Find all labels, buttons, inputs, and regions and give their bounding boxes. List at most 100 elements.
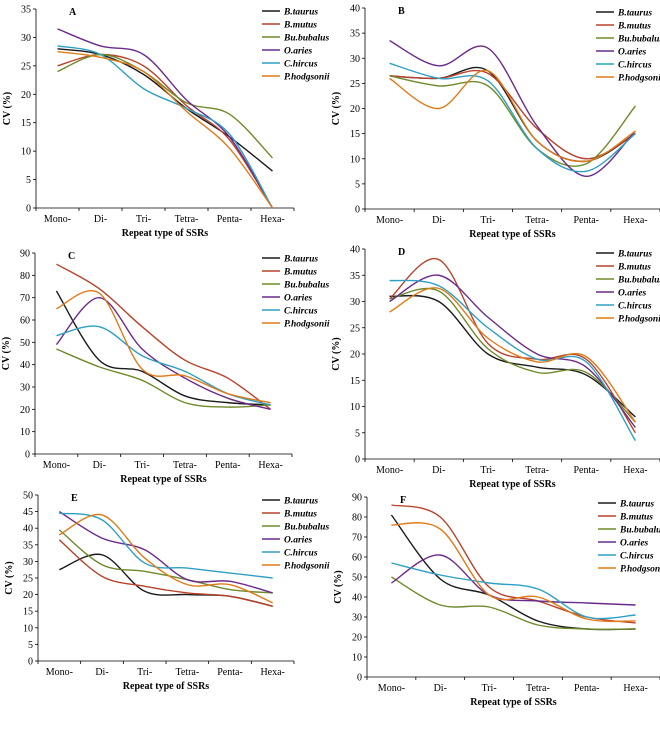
legend-label: B.mutus [617,263,651,273]
x-tick-label: Mono- [44,214,71,225]
series-line-c-hircus [59,512,273,579]
y-tick-label: 80 [352,513,362,524]
legend-label: Bu.bubalus [617,276,660,286]
series-line-p-hodgsonii [58,513,273,604]
series-line-p-hodgsonii [389,69,636,163]
series-line-c-hircus [389,62,636,173]
series-line-p-hodgsonii [391,522,636,623]
series-line-c-hircus [57,45,274,209]
y-tick-label: 0 [357,673,362,684]
legend-label: Bu.bubalus [619,526,660,536]
x-tick-label: Mono- [378,683,405,694]
series-line-b-mutus [57,53,274,209]
x-tick-label: Tri- [481,683,496,694]
y-tick-label: 25 [23,574,33,585]
series-line-bu-bubalus [56,348,271,408]
legend-label: O.aries [284,294,313,304]
x-tick-label: Hexa- [260,214,284,225]
y-tick-label: 0 [26,204,31,215]
panel-label: B [398,6,405,17]
x-tick-label: Di- [434,683,447,694]
series-line-p-hodgsonii [389,287,636,423]
x-tick-label: Tetra- [173,460,197,471]
y-tick-label: 20 [350,350,360,361]
y-tick-label: 30 [350,54,360,65]
legend-label: P.hodgsonii [618,74,660,84]
legend-label: B.mutus [283,268,317,278]
series-line-c-hircus [389,279,637,442]
legend-label: O.aries [618,48,647,58]
panel-c: 0 10 20 30 40 50 60 70 80 90 Mono- Di- Tri- Tetra- Pen… [1,249,330,486]
legend-label: B.taurus [283,8,318,18]
x-tick-label: Tetra- [175,667,199,678]
y-tick-label: 50 [20,338,30,349]
y-tick-label: 30 [21,33,31,44]
x-axis-title: Repeat type of SSRs [469,479,555,490]
legend-label: P.hodgsonii [284,320,330,330]
x-tick-label: Hexa- [258,460,282,471]
series-line-bu-bubalus [389,75,636,167]
x-tick-label: Hexa- [260,667,284,678]
y-tick-label: 35 [23,540,33,551]
y-tick-label: 5 [28,640,33,651]
legend-label: B.mutus [283,21,317,31]
x-tick-label: Penta- [215,460,241,471]
series-line-o-aries [389,274,636,428]
y-tick-label: 10 [352,653,362,664]
x-tick-label: Di- [94,214,107,225]
x-tick-label: Penta- [217,667,243,678]
series-line-c-hircus [391,562,636,620]
y-tick-label: 40 [350,245,360,256]
y-axis-title: CV (%) [4,561,15,594]
y-axis-title: CV (%) [2,92,13,125]
legend-label: C.hircus [284,307,318,317]
y-tick-label: 50 [352,573,362,584]
panel-f: 0 10 20 30 40 50 60 70 80 90 Mono- Di- Tri- Tetra- Pen… [333,493,660,708]
series-line-o-aries [58,511,273,594]
y-tick-label: 25 [350,323,360,334]
legend-label: P.hodgsonii [284,73,330,83]
legend-label: Bu.bubalus [283,34,329,44]
y-tick-label: 60 [352,553,362,564]
y-tick-label: 5 [355,428,360,439]
y-tick-label: 15 [350,129,360,140]
legend-label: C.hircus [620,552,654,562]
legend-label: B.mutus [617,22,651,32]
y-tick-label: 5 [355,179,360,190]
y-tick-label: 70 [352,533,362,544]
series-line-bu-bubalus [391,576,636,630]
x-tick-label: Penta- [574,683,600,694]
series-line-o-aries [389,40,636,178]
series-line-p-hodgsonii [57,50,274,209]
y-tick-label: 90 [20,249,30,260]
legend-label: C.hircus [284,60,318,70]
y-axis-title: CV (%) [331,337,342,370]
x-tick-label: Di- [93,460,106,471]
y-tick-label: 15 [21,118,31,129]
y-tick-label: 35 [21,5,31,16]
y-tick-label: 20 [23,590,33,601]
x-tick-label: Tetra- [175,214,199,225]
x-tick-label: Penta- [217,214,243,225]
x-tick-label: Di- [95,667,108,678]
legend-label: P.hodgsonii [284,562,330,572]
y-tick-label: 25 [350,79,360,90]
panel-label: D [398,247,405,258]
x-axis-title: Repeat type of SSRs [123,681,209,692]
y-tick-label: 5 [26,175,31,186]
y-tick-label: 10 [21,147,31,158]
legend-label: Bu.bubalus [283,523,329,533]
x-tick-label: Di- [432,465,445,476]
y-tick-label: 50 [23,491,33,502]
x-tick-label: Tri- [134,460,149,471]
y-tick-label: 0 [355,205,360,216]
legend-label: O.aries [284,536,313,546]
y-tick-label: 15 [23,607,33,618]
y-tick-label: 90 [352,493,362,504]
y-tick-label: 45 [23,507,33,518]
series-line-bu-bubalus [389,287,636,423]
series-line-b-mutus [58,539,273,607]
y-tick-label: 30 [350,297,360,308]
legend-label: C.hircus [618,61,652,71]
legend-label: O.aries [284,47,313,57]
